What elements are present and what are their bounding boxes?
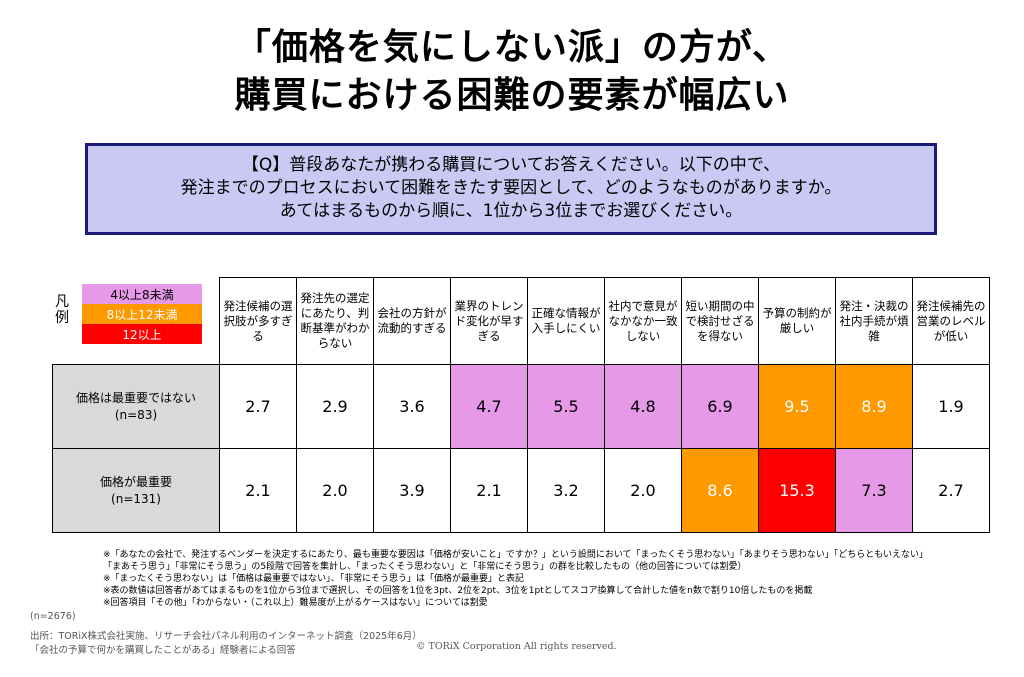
row-label-text: 価格は最重要ではない — [75, 390, 196, 405]
column-header: 正確な情報が入手しにくい — [527, 277, 605, 365]
value-cell: 15.3 — [758, 448, 836, 533]
table-row: 価格は最重要ではない (n=83) 2.7 2.9 3.6 4.7 5.5 4.… — [52, 364, 990, 449]
score-table: 発注候補の選択肢が多すぎる 発注先の選定にあたり、判断基準がわからない 会社の方… — [52, 277, 990, 533]
legend-item-8-12: 8以上12未満 — [82, 304, 202, 324]
header-row: 発注候補の選択肢が多すぎる 発注先の選定にあたり、判断基準がわからない 会社の方… — [53, 277, 990, 365]
value-cell: 5.5 — [527, 364, 605, 449]
value-cell: 4.7 — [450, 364, 528, 449]
column-header: 短い期間の中で検討せざるを得ない — [681, 277, 759, 365]
question-line-2: 発注までのプロセスにおいて困難をきたす要因として、どのようなものがありますか。 — [180, 178, 842, 198]
row-label: 価格は最重要ではない (n=83) — [52, 364, 220, 449]
value-cell: 2.1 — [219, 448, 297, 533]
value-cell: 3.9 — [373, 448, 451, 533]
column-header: 発注候補の選択肢が多すぎる — [219, 277, 297, 365]
legend-corner — [53, 278, 220, 365]
copyright: © TORiX Corporation All rights reserved. — [416, 641, 617, 652]
value-cell: 6.9 — [681, 364, 759, 449]
footnotes: ※「あなたの会社で、発注するベンダーを決定するにあたり、最も重要な要因は「価格が… — [103, 549, 928, 609]
value-cell: 8.9 — [835, 364, 913, 449]
footnote: ※「まったくそう思わない」は「価格は最重要ではない」、「非常にそう思う」は「価格… — [103, 574, 525, 584]
row-label-n: (n=131) — [111, 491, 161, 506]
page-title-line-2: 購買における困難の要素が幅広い — [234, 75, 790, 116]
value-cell: 2.0 — [296, 448, 374, 533]
footnote: ※回答項目「その他」「わからない・（これ以上）難易度が上がるケースはない」につい… — [103, 598, 488, 608]
value-cell: 7.3 — [835, 448, 913, 533]
legend-label: 凡例 — [55, 294, 69, 326]
legend-item-12-plus: 12以上 — [82, 324, 202, 344]
row-label-n: (n=83) — [114, 407, 158, 422]
column-header: 業界のトレンド変化が早すぎる — [450, 277, 528, 365]
column-header: 予算の制約が厳しい — [758, 277, 836, 365]
column-header: 発注・決裁の社内手続が煩雑 — [835, 277, 913, 365]
source-line-2: 「会社の予算で何かを購買したことがある」経験者による回答 — [30, 645, 296, 656]
value-cell: 2.0 — [604, 448, 682, 533]
value-cell: 8.6 — [681, 448, 759, 533]
table-row: 価格が最重要 (n=131) 2.1 2.0 3.9 2.1 3.2 2.0 8… — [52, 448, 990, 533]
page-title-line-1: 「価格を気にしない派」の方が、 — [234, 27, 790, 68]
value-cell: 2.9 — [296, 364, 374, 449]
footnote: 「まあそう思う」「非常にそう思う」の5段階で回答を集計し、「まったくそう思わない… — [103, 562, 747, 572]
value-cell: 3.2 — [527, 448, 605, 533]
value-cell: 2.7 — [219, 364, 297, 449]
value-cell: 2.1 — [450, 448, 528, 533]
value-cell: 3.6 — [373, 364, 451, 449]
total-sample-size: (n=2676) — [30, 611, 76, 622]
column-header: 会社の方針が流動的すぎる — [373, 277, 451, 365]
footnote: ※表の数値は回答者があてはまるものを1位から3位まで選択し、その回答を1位を3p… — [103, 586, 813, 596]
footnote: ※「あなたの会社で、発注するベンダーを決定するにあたり、最も重要な要因は「価格が… — [103, 550, 929, 560]
value-cell: 9.5 — [758, 364, 836, 449]
row-label-text: 価格が最重要 — [99, 474, 172, 489]
column-header: 社内で意見がなかなか一致しない — [604, 277, 682, 365]
legend-item-4-8: 4以上8未満 — [82, 284, 202, 304]
question-box: 【Q】普段あなたが携わる購買についてお答えください。以下の中で、 発注までのプロ… — [85, 143, 937, 235]
question-line-1: 【Q】普段あなたが携わる購買についてお答えください。以下の中で、 — [241, 155, 781, 175]
value-cell: 4.8 — [604, 364, 682, 449]
question-line-3: あてはまるものから順に、1位から3位までお選びください。 — [279, 201, 743, 221]
value-cell: 2.7 — [912, 448, 990, 533]
source-line-1: 出所：TORiX株式会社実施、リサーチ会社パネル利用のインターネット調査（202… — [30, 631, 422, 642]
column-header: 発注候補先の営業のレベルが低い — [912, 277, 990, 365]
value-cell: 1.9 — [912, 364, 990, 449]
column-header: 発注先の選定にあたり、判断基準がわからない — [296, 277, 374, 365]
row-label: 価格が最重要 (n=131) — [52, 448, 220, 533]
